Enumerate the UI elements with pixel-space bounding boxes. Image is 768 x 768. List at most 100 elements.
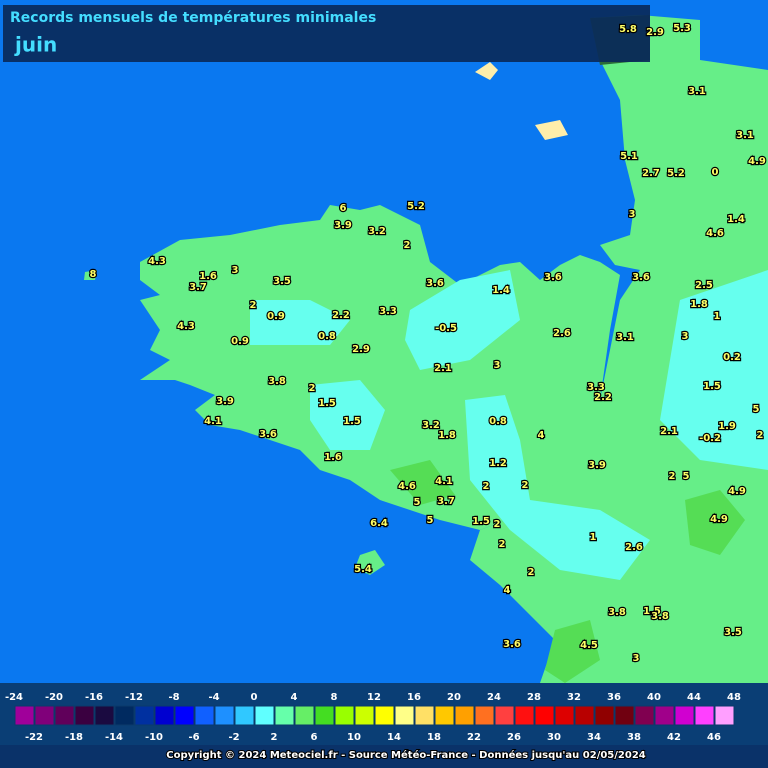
legend-tick: 48 [727,692,741,703]
legend-tick: 30 [547,732,561,743]
station-value: 3.6 [544,272,562,283]
legend-tick: -16 [85,692,103,703]
station-value: 1.8 [438,430,456,441]
legend-tick: 6 [311,732,318,743]
color-swatch [234,705,255,726]
legend-tick: -10 [145,732,163,743]
station-value: 3 [682,331,689,342]
legend-tick: 24 [487,692,501,703]
station-value: 2.2 [332,310,350,321]
station-value: 1.6 [324,452,342,463]
legend-tick: 36 [607,692,621,703]
station-value: 2.6 [553,328,571,339]
station-value: 2 [483,481,490,492]
station-value: 3.9 [216,396,234,407]
color-swatch [194,705,215,726]
legend-tick: 34 [587,732,601,743]
station-value: 4.9 [728,486,746,497]
warm-zone [545,620,600,683]
legend-tick: 0 [251,692,258,703]
station-value: 3.1 [616,332,634,343]
station-value: 5.8 [619,24,637,35]
station-value: 1 [590,532,597,543]
color-swatch [214,705,235,726]
station-value: 4.6 [706,228,724,239]
station-value: 3.9 [334,220,352,231]
color-swatch [694,705,715,726]
station-value: 4.3 [148,256,166,267]
station-value: 2 [669,471,676,482]
station-value: 3.8 [651,611,669,622]
legend-tick: 20 [447,692,461,703]
station-value: 6.4 [370,518,388,529]
color-swatch [534,705,555,726]
legend-tick: -14 [105,732,123,743]
station-value: 3.8 [268,376,286,387]
color-swatch [634,705,655,726]
color-swatch [334,705,355,726]
footer-bar [0,745,768,768]
station-value: 2.1 [660,426,678,437]
legend-tick: -2 [228,732,239,743]
legend-tick: 12 [367,692,381,703]
station-value: -0.5 [435,323,457,334]
station-value: 3.1 [736,130,754,141]
legend-tick: 32 [567,692,581,703]
station-value: 0.8 [489,416,507,427]
legend-tick: -4 [208,692,219,703]
station-value: 1.5 [703,381,721,392]
legend-tick: 46 [707,732,721,743]
color-swatch [494,705,515,726]
color-swatch [654,705,675,726]
cold-zone [310,380,385,450]
color-swatch [554,705,575,726]
station-value: 2.6 [625,542,643,553]
color-swatch [294,705,315,726]
station-value: 3.6 [632,272,650,283]
station-value: 4.1 [204,416,222,427]
color-swatch [134,705,155,726]
cold-zone [660,270,768,470]
station-value: 4.5 [580,640,598,651]
color-swatch [34,705,55,726]
island [84,270,97,280]
color-swatch [374,705,395,726]
station-value: 1.5 [318,398,336,409]
island [355,550,385,575]
station-value: 5 [427,515,434,526]
station-value: 2.7 [642,168,660,179]
color-swatch [474,705,495,726]
station-value: 4.9 [710,514,728,525]
island [535,120,568,140]
color-swatch [54,705,75,726]
color-swatch [274,705,295,726]
station-value: 5.3 [673,23,691,34]
legend-tick: -22 [25,732,43,743]
stations: 5.8 2.9 5.33.13.14.95.12.7 5.2 03 1.44.663.95… [88,22,767,665]
legend-tick: 42 [667,732,681,743]
legend-tick: -6 [188,732,199,743]
station-value: 4 [504,585,511,596]
station-value: 1.8 [690,299,708,310]
color-swatch [254,705,275,726]
warm-zone [390,460,455,505]
station-value: 2 [522,480,529,491]
station-value: 2 [404,240,411,251]
station-value: 3.3 [587,382,605,393]
station-value: 2.9 [352,344,370,355]
station-value: 6 [340,203,347,214]
station-value: 3.8 [608,607,626,618]
legend-tick: 38 [627,732,641,743]
station-value: 8 [90,269,97,280]
station-value: 3 [494,360,501,371]
header-bar [3,5,650,62]
station-value: 2 [757,430,764,441]
station-value: 0.8 [318,331,336,342]
cold-zone [250,300,350,345]
station-value: -0.2 [699,433,721,444]
legend-tick: -24 [5,692,23,703]
station-value: 4 [538,430,545,441]
legend: -24 -20 -16 -12 -8 -4 0 4 8 12 16 20 24 28 32 36 40 44 48-… [5,692,741,743]
station-value: 0 [712,167,719,178]
